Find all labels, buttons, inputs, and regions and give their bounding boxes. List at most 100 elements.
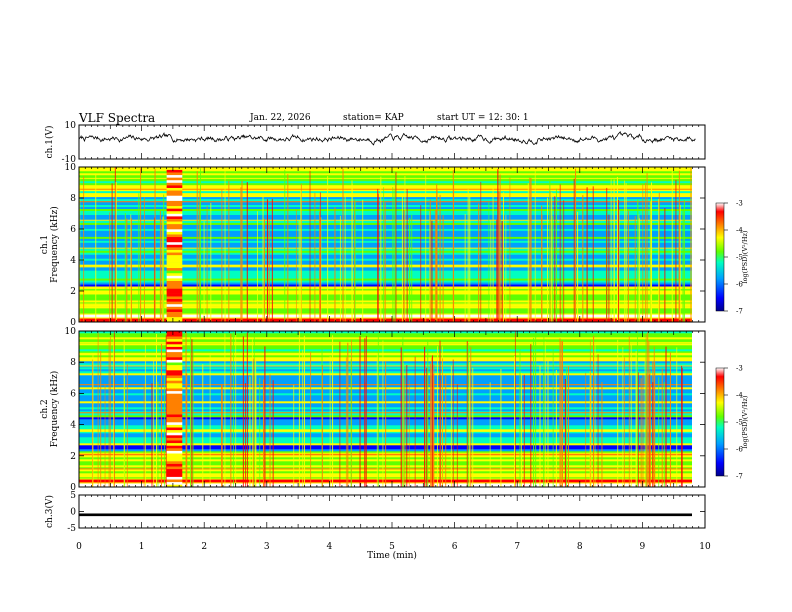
impulsive-streak [262,379,264,487]
impulsive-streak [450,366,452,487]
impulsive-streak [159,210,161,322]
impulsive-streak [240,187,242,322]
x-tick-label: 2 [201,542,207,552]
impulsive-streak [347,342,349,487]
ch1-spectrogram-image [79,167,692,323]
broadband-burst-cell [166,351,183,355]
impulsive-streak [266,199,268,322]
impulsive-streak [561,204,563,322]
impulsive-streak [298,220,300,322]
broadband-burst-cell [166,169,183,173]
impulsive-streak [383,187,385,322]
impulsive-streak [676,347,678,487]
impulsive-streak [251,339,253,487]
impulsive-streak [559,338,561,487]
broadband-burst-cell [166,203,183,207]
impulsive-streak [490,219,492,322]
broadband-burst-cell [166,260,183,263]
impulsive-streak [439,340,441,487]
impulsive-streak [597,354,599,487]
impulsive-streak [489,382,491,487]
impulsive-streak [642,184,644,322]
impulsive-streak [221,385,223,487]
broadband-burst-cell [166,198,183,201]
impulsive-streak [664,208,666,322]
broadband-burst-cell [166,461,183,464]
broadband-burst-cell [166,455,183,459]
colorbar-tick-label: -3 [736,365,743,373]
impulsive-streak [126,364,128,487]
broadband-burst-cell [166,262,183,266]
impulsive-streak [592,186,594,322]
broadband-burst-cell [166,450,183,454]
station-label: station= KAP [343,113,404,123]
impulsive-streak [586,187,588,322]
x-tick-label: 9 [640,542,646,552]
narrowband-line [79,188,692,190]
impulsive-streak [414,356,416,487]
broadband-burst-cell [166,479,183,483]
impulsive-streak [640,378,642,487]
x-tick-label: 6 [452,542,458,552]
impulsive-streak [436,196,438,322]
frequency-band [79,335,692,338]
y-tick-label: -5 [67,524,76,534]
frequency-band [79,355,692,358]
impulsive-streak [499,174,501,322]
frequency-band [79,351,692,354]
impulsive-streak [126,218,128,322]
y-tick-label: 10 [65,121,77,131]
narrowband-line [79,341,692,344]
broadband-burst-cell [166,226,183,230]
broadband-burst-cell [166,241,183,245]
broadband-burst-cell [166,424,183,428]
impulsive-streak [155,333,157,487]
impulsive-streak [157,382,159,487]
colorbar-tick-label: -7 [736,473,743,481]
impulsive-streak [582,195,584,322]
impulsive-streak [359,336,361,487]
impulsive-streak [186,373,188,487]
y-axis-label: ch.1(V) [44,126,55,159]
impulsive-streak [344,196,346,322]
impulsive-streak [470,346,472,487]
impulsive-streak [644,182,646,322]
broadband-burst-cell [166,223,183,227]
broadband-burst-cell [166,270,183,274]
y-tick-label: 8 [70,358,76,368]
impulsive-streak [200,168,202,322]
y-tick-label: 5 [70,491,76,501]
impulsive-streak [625,183,627,322]
impulsive-streak [682,210,684,322]
broadband-burst-cell [166,416,183,420]
impulsive-streak [124,212,126,322]
impulsive-streak [466,341,468,487]
impulsive-streak [404,365,406,487]
broadband-burst-cell [166,172,183,176]
broadband-burst-cell [166,257,183,261]
impulsive-streak [514,331,516,487]
y-tick-label: 0 [70,318,76,328]
colorbar-tick-label: -6 [736,446,743,454]
impulsive-streak [302,349,304,487]
impulsive-streak [469,361,471,487]
broadband-burst-cell [166,208,183,212]
impulsive-streak [394,171,396,322]
impulsive-streak [566,367,568,487]
broadband-burst-cell [166,440,183,444]
impulsive-streak [624,180,626,322]
broadband-burst-cell [166,267,183,271]
impulsive-streak [163,194,165,322]
impulsive-streak [109,336,111,487]
impulsive-streak [534,167,536,322]
impulsive-streak [263,218,265,322]
broadband-burst-cell [166,319,183,323]
impulsive-streak [498,191,500,322]
impulsive-streak [230,333,232,487]
impulsive-streak [648,340,650,487]
impulsive-streak [192,345,194,487]
broadband-burst-cell [166,445,183,449]
broadband-burst-cell [166,213,183,217]
